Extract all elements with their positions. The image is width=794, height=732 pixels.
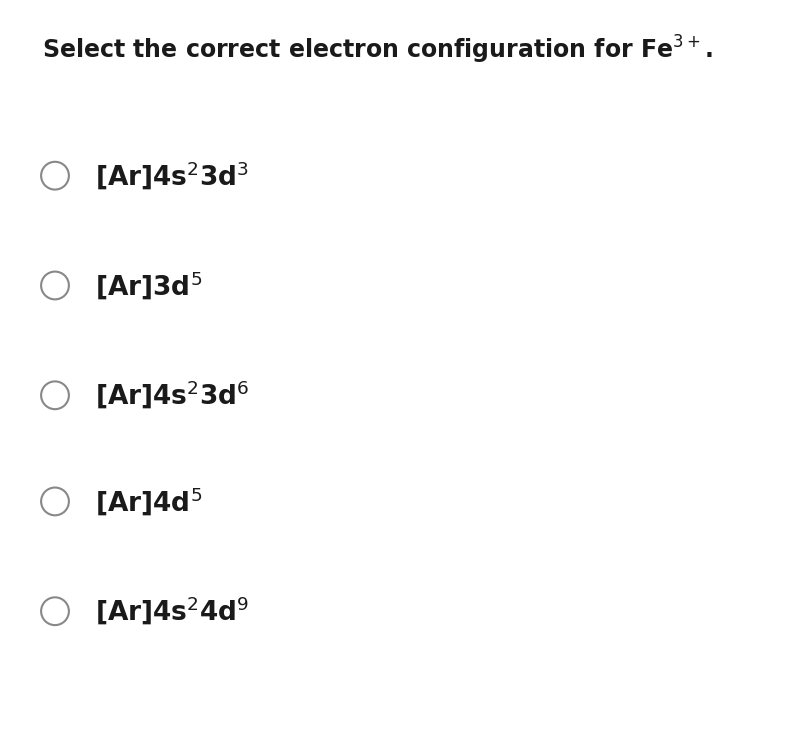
Text: [Ar]4s$^{2}$3d$^{3}$: [Ar]4s$^{2}$3d$^{3}$ xyxy=(95,160,249,192)
Text: [Ar]4d$^{5}$: [Ar]4d$^{5}$ xyxy=(95,485,202,518)
Text: Select the correct electron configuration for Fe$^{3+}$.: Select the correct electron configuratio… xyxy=(42,34,713,66)
Text: [Ar]4s$^{2}$3d$^{6}$: [Ar]4s$^{2}$3d$^{6}$ xyxy=(95,379,249,411)
Text: [Ar]3d$^{5}$: [Ar]3d$^{5}$ xyxy=(95,269,202,302)
Text: [Ar]4s$^{2}$4d$^{9}$: [Ar]4s$^{2}$4d$^{9}$ xyxy=(95,595,249,627)
